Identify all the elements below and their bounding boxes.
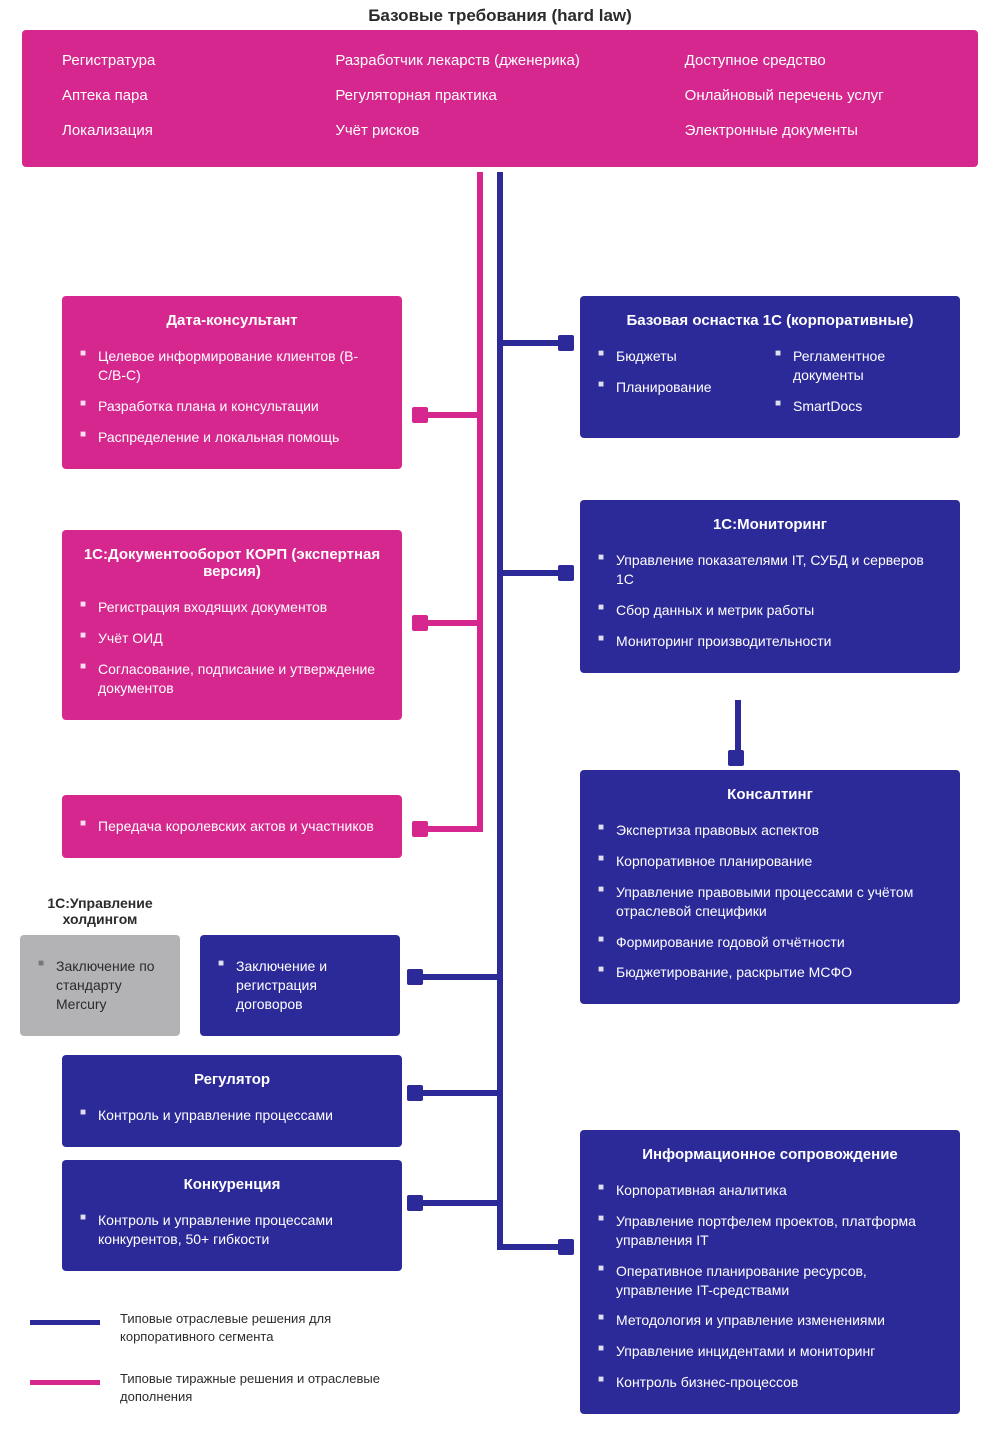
connector-h <box>420 412 477 418</box>
left-box-3: Передача королевских актов и участников <box>62 795 402 858</box>
legend-text-pink: Типовые тиражные решения и отраслевые до… <box>120 1370 420 1405</box>
list-item: Согласование, подписание и утверждение д… <box>80 654 384 704</box>
list-item: Разработка плана и консультации <box>80 391 384 422</box>
connector-node <box>558 565 574 581</box>
top-item: Аптека пара <box>62 87 315 104</box>
connector-h <box>420 620 477 626</box>
list-item: Учёт ОИД <box>80 623 384 654</box>
legend-line-pink <box>30 1380 100 1385</box>
list-item: Мониторинг производительности <box>598 626 942 657</box>
box-title: Дата-консультант <box>80 312 384 329</box>
top-title: Базовые требования (hard law) <box>0 6 1000 26</box>
left-box-1: Дата-консультант Целевое информирование … <box>62 296 402 469</box>
connector-node <box>728 750 744 766</box>
connector-node <box>412 615 428 631</box>
list-item: Распределение и локальная помощь <box>80 422 384 453</box>
list-item: Формирование годовой отчётности <box>598 927 942 958</box>
right-box-1: Базовая оснастка 1С (корпоративные) Бюдж… <box>580 296 960 438</box>
list-item: Бюджеты <box>598 341 765 372</box>
item-list: Экспертиза правовых аспектов Корпоративн… <box>598 815 942 988</box>
top-grid: Регистратура Разработчик лекарств (джене… <box>22 30 978 167</box>
left-box-2: 1С:Документооборот КОРП (экспертная верс… <box>62 530 402 720</box>
connector-node <box>412 821 428 837</box>
item-list: Передача королевских актов и участников <box>80 811 384 842</box>
top-item: Учёт рисков <box>335 122 664 139</box>
box-title: Регулятор <box>80 1071 384 1088</box>
right-box-3: Консалтинг Экспертиза правовых аспектов … <box>580 770 960 1004</box>
top-item: Доступное средство <box>685 52 938 69</box>
legend-line-blue <box>30 1320 100 1325</box>
right-box-4: Информационное сопровождение Корпоративн… <box>580 1130 960 1414</box>
top-item: Онлайновый перечень услуг <box>685 87 938 104</box>
list-item: Управление правовыми процессами с учётом… <box>598 877 942 927</box>
connector-h <box>415 974 497 980</box>
list-item: Корпоративное планирование <box>598 846 942 877</box>
item-list: Управление показателями IT, СУБД и серве… <box>598 545 942 657</box>
connector-node <box>407 1195 423 1211</box>
bottom-left-box-1: Регулятор Контроль и управление процесса… <box>62 1055 402 1147</box>
connector-h <box>503 1244 563 1250</box>
connector-node <box>558 1239 574 1255</box>
top-item: Регистратура <box>62 52 315 69</box>
list-item: Управление показателями IT, СУБД и серве… <box>598 545 942 595</box>
top-box: Регистратура Разработчик лекарств (джене… <box>22 30 978 167</box>
item-list: Целевое информирование клиентов (B-C/B-C… <box>80 341 384 453</box>
item-list: Регистрация входящих документов Учёт ОИД… <box>80 592 384 704</box>
list-item: Контроль и управление процессами <box>80 1100 384 1131</box>
item-list: Бюджеты Планирование <box>598 341 765 422</box>
list-item: Управление инцидентами и мониторинг <box>598 1336 942 1367</box>
list-item: Сбор данных и метрик работы <box>598 595 942 626</box>
box-title: 1С:Мониторинг <box>598 516 942 533</box>
connector-h <box>415 1090 497 1096</box>
list-item: Контроль и управление процессами конкуре… <box>80 1205 384 1255</box>
connector-node <box>412 407 428 423</box>
box-title: Конкуренция <box>80 1176 384 1193</box>
connector-node <box>407 1085 423 1101</box>
top-item: Локализация <box>62 122 315 139</box>
connector-node <box>558 335 574 351</box>
right-box-2: 1С:Мониторинг Управление показателями IT… <box>580 500 960 673</box>
top-item: Регуляторная практика <box>335 87 664 104</box>
box-title: Информационное сопровождение <box>598 1146 942 1163</box>
item-list: Заключение и регистрация договоров <box>218 951 382 1020</box>
list-item: Корпоративная аналитика <box>598 1175 942 1206</box>
item-list: Контроль и управление процессами <box>80 1100 384 1131</box>
list-item: Контроль бизнес-процессов <box>598 1367 942 1398</box>
list-item: Экспертиза правовых аспектов <box>598 815 942 846</box>
gray-box: Заключение по стандарту Mercury <box>20 935 180 1036</box>
legend-text-blue: Типовые отраслевые решения для корпорати… <box>120 1310 420 1345</box>
item-list: Контроль и управление процессами конкуре… <box>80 1205 384 1255</box>
connector-node <box>407 969 423 985</box>
list-item: Заключение и регистрация договоров <box>218 951 382 1020</box>
list-item: Оперативное планирование ресурсов, управ… <box>598 1256 942 1306</box>
list-item: Регламентное документы <box>775 341 942 391</box>
connector-h <box>503 570 563 576</box>
bottom-left-box-2: Конкуренция Контроль и управление процес… <box>62 1160 402 1271</box>
top-item: Электронные документы <box>685 122 938 139</box>
list-item: Управление портфелем проектов, платформа… <box>598 1206 942 1256</box>
box-title: Базовая оснастка 1С (корпоративные) <box>598 312 942 329</box>
mid-left-title: 1С:Управление холдингом <box>20 895 180 939</box>
list-item: Регистрация входящих документов <box>80 592 384 623</box>
connector-h <box>503 340 563 346</box>
list-item: Бюджетирование, раскрытие МСФО <box>598 957 942 988</box>
box-title: 1С:Документооборот КОРП (экспертная верс… <box>80 546 384 580</box>
mid-blue-box: Заключение и регистрация договоров <box>200 935 400 1036</box>
list-item: Передача королевских актов и участников <box>80 811 384 842</box>
connector-h <box>420 826 477 832</box>
list-item: Методология и управление изменениями <box>598 1305 942 1336</box>
list-item: SmartDocs <box>775 391 942 422</box>
list-item: Заключение по стандарту Mercury <box>38 951 162 1020</box>
item-list: Заключение по стандарту Mercury <box>38 951 162 1020</box>
list-item: Планирование <box>598 372 765 403</box>
connector-h <box>415 1200 497 1206</box>
item-list: Регламентное документы SmartDocs <box>775 341 942 422</box>
top-item: Разработчик лекарств (дженерика) <box>335 52 664 69</box>
connector-v <box>477 172 483 832</box>
box-title: Консалтинг <box>598 786 942 803</box>
item-list: Корпоративная аналитика Управление портф… <box>598 1175 942 1398</box>
list-item: Целевое информирование клиентов (B-C/B-C… <box>80 341 384 391</box>
connector-v <box>497 172 503 1250</box>
